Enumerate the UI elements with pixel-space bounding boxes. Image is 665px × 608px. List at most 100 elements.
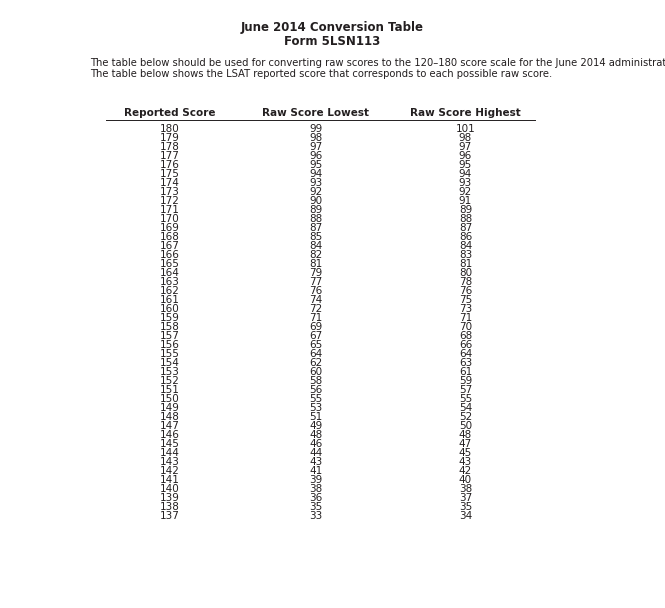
Text: 64: 64 xyxy=(459,349,472,359)
Text: 94: 94 xyxy=(309,169,323,179)
Text: 159: 159 xyxy=(160,313,180,323)
Text: 78: 78 xyxy=(459,277,472,287)
Text: 165: 165 xyxy=(160,259,180,269)
Text: 35: 35 xyxy=(309,502,323,512)
Text: 64: 64 xyxy=(309,349,323,359)
Text: 38: 38 xyxy=(459,484,472,494)
Text: 158: 158 xyxy=(160,322,180,332)
Text: 72: 72 xyxy=(309,304,323,314)
Text: 148: 148 xyxy=(160,412,180,422)
Text: 83: 83 xyxy=(459,250,472,260)
Text: 42: 42 xyxy=(459,466,472,476)
Text: 74: 74 xyxy=(309,295,323,305)
Text: 70: 70 xyxy=(459,322,472,332)
Text: 157: 157 xyxy=(160,331,180,341)
Text: 176: 176 xyxy=(160,160,180,170)
Text: 97: 97 xyxy=(459,142,472,152)
Text: 90: 90 xyxy=(309,196,323,206)
Text: 86: 86 xyxy=(459,232,472,242)
Text: 47: 47 xyxy=(459,439,472,449)
Text: 62: 62 xyxy=(309,358,323,368)
Text: 98: 98 xyxy=(459,133,472,143)
Text: 73: 73 xyxy=(459,304,472,314)
Text: 170: 170 xyxy=(160,214,180,224)
Text: 71: 71 xyxy=(309,313,323,323)
Text: 88: 88 xyxy=(459,214,472,224)
Text: 87: 87 xyxy=(459,223,472,233)
Text: 167: 167 xyxy=(160,241,180,251)
Text: 89: 89 xyxy=(459,205,472,215)
Text: 92: 92 xyxy=(459,187,472,197)
Text: 152: 152 xyxy=(160,376,180,386)
Text: 95: 95 xyxy=(309,160,323,170)
Text: 63: 63 xyxy=(459,358,472,368)
Text: 98: 98 xyxy=(309,133,323,143)
Text: 153: 153 xyxy=(160,367,180,377)
Text: Form 5LSN113: Form 5LSN113 xyxy=(285,35,380,48)
Text: 154: 154 xyxy=(160,358,180,368)
Text: 71: 71 xyxy=(459,313,472,323)
Text: 67: 67 xyxy=(309,331,323,341)
Text: 41: 41 xyxy=(309,466,323,476)
Text: 89: 89 xyxy=(309,205,323,215)
Text: 43: 43 xyxy=(309,457,323,467)
Text: 180: 180 xyxy=(160,124,180,134)
Text: 36: 36 xyxy=(309,493,323,503)
Text: 164: 164 xyxy=(160,268,180,278)
Text: 156: 156 xyxy=(160,340,180,350)
Text: 96: 96 xyxy=(309,151,323,161)
Text: June 2014 Conversion Table: June 2014 Conversion Table xyxy=(241,21,424,34)
Text: 54: 54 xyxy=(459,403,472,413)
Text: 162: 162 xyxy=(160,286,180,296)
Text: 77: 77 xyxy=(309,277,323,287)
Text: 174: 174 xyxy=(160,178,180,188)
Text: 146: 146 xyxy=(160,430,180,440)
Text: 137: 137 xyxy=(160,511,180,521)
Text: 81: 81 xyxy=(309,259,323,269)
Text: 97: 97 xyxy=(309,142,323,152)
Text: 143: 143 xyxy=(160,457,180,467)
Text: 84: 84 xyxy=(309,241,323,251)
Text: 76: 76 xyxy=(459,286,472,296)
Text: 55: 55 xyxy=(459,394,472,404)
Text: 93: 93 xyxy=(459,178,472,188)
Text: 178: 178 xyxy=(160,142,180,152)
Text: 149: 149 xyxy=(160,403,180,413)
Text: 142: 142 xyxy=(160,466,180,476)
Text: 43: 43 xyxy=(459,457,472,467)
Text: 33: 33 xyxy=(309,511,323,521)
Text: 92: 92 xyxy=(309,187,323,197)
Text: Raw Score Lowest: Raw Score Lowest xyxy=(263,108,369,118)
Text: 55: 55 xyxy=(309,394,323,404)
Text: 37: 37 xyxy=(459,493,472,503)
Text: 141: 141 xyxy=(160,475,180,485)
Text: The table below shows the LSAT reported score that corresponds to each possible : The table below shows the LSAT reported … xyxy=(90,69,552,78)
Text: 87: 87 xyxy=(309,223,323,233)
Text: 57: 57 xyxy=(459,385,472,395)
Text: 138: 138 xyxy=(160,502,180,512)
Text: 85: 85 xyxy=(309,232,323,242)
Text: 48: 48 xyxy=(459,430,472,440)
Text: 95: 95 xyxy=(459,160,472,170)
Text: 38: 38 xyxy=(309,484,323,494)
Text: 150: 150 xyxy=(160,394,180,404)
Text: 40: 40 xyxy=(459,475,472,485)
Text: 145: 145 xyxy=(160,439,180,449)
Text: 147: 147 xyxy=(160,421,180,431)
Text: 35: 35 xyxy=(459,502,472,512)
Text: Raw Score Highest: Raw Score Highest xyxy=(410,108,521,118)
Text: 139: 139 xyxy=(160,493,180,503)
Text: 53: 53 xyxy=(309,403,323,413)
Text: 173: 173 xyxy=(160,187,180,197)
Text: 80: 80 xyxy=(459,268,472,278)
Text: 48: 48 xyxy=(309,430,323,440)
Text: 93: 93 xyxy=(309,178,323,188)
Text: 60: 60 xyxy=(309,367,323,377)
Text: 50: 50 xyxy=(459,421,472,431)
Text: 79: 79 xyxy=(309,268,323,278)
Text: 172: 172 xyxy=(160,196,180,206)
Text: 175: 175 xyxy=(160,169,180,179)
Text: 68: 68 xyxy=(459,331,472,341)
Text: 168: 168 xyxy=(160,232,180,242)
Text: 82: 82 xyxy=(309,250,323,260)
